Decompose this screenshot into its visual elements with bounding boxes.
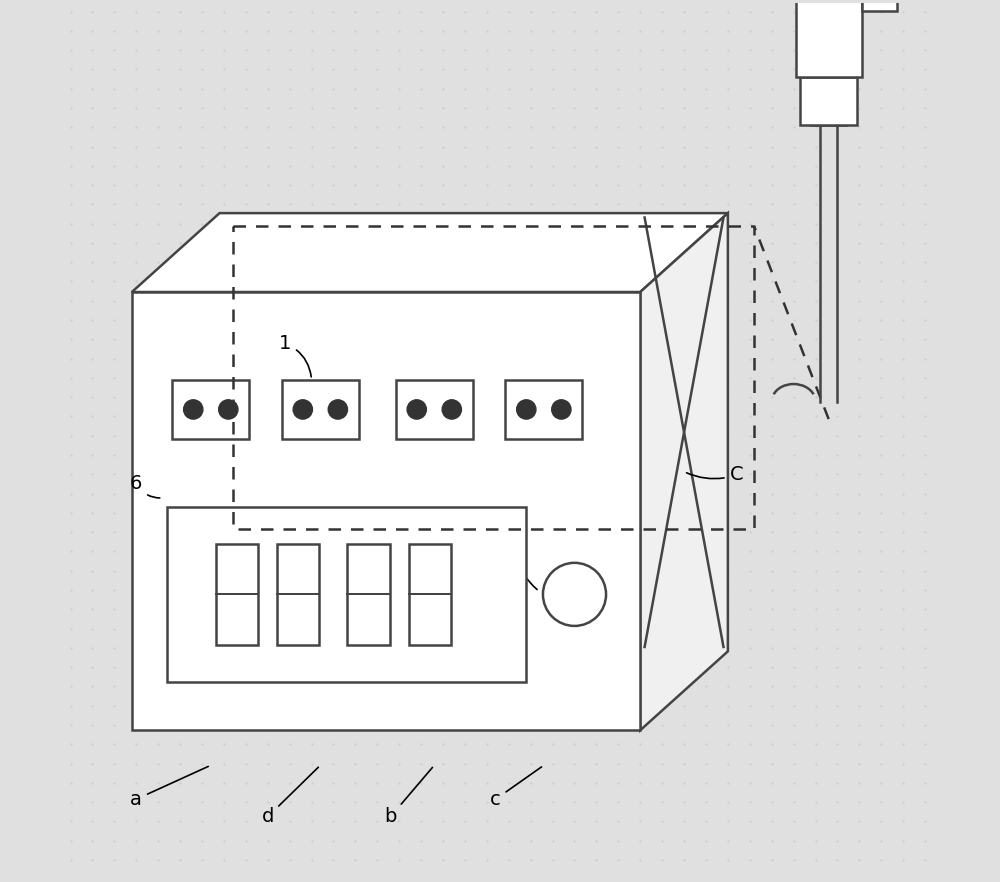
Bar	[505, 379, 582, 439]
Bar	[347, 544, 390, 645]
Polygon shape	[640, 213, 728, 730]
Bar	[216, 544, 258, 645]
Text: b: b	[384, 767, 432, 826]
Text: c: c	[490, 766, 542, 809]
Text: a: a	[130, 766, 208, 809]
Circle shape	[407, 400, 426, 419]
Circle shape	[293, 400, 312, 419]
Text: 1: 1	[279, 334, 311, 377]
Bar	[862, 0, 897, 11]
Bar	[277, 544, 319, 645]
Bar	[282, 379, 359, 439]
Text: 7: 7	[514, 553, 554, 607]
Bar	[167, 507, 526, 682]
Polygon shape	[132, 213, 728, 292]
Circle shape	[442, 400, 461, 419]
Text: C: C	[687, 466, 743, 484]
Circle shape	[184, 400, 203, 419]
Bar	[800, 78, 857, 125]
Text: 6: 6	[130, 475, 160, 498]
Bar	[811, 103, 846, 125]
Circle shape	[328, 400, 347, 419]
Bar	[796, 0, 862, 78]
Text: d: d	[262, 767, 318, 826]
Circle shape	[219, 400, 238, 419]
Bar	[409, 544, 451, 645]
Bar	[172, 379, 249, 439]
Circle shape	[517, 400, 536, 419]
Circle shape	[552, 400, 571, 419]
Bar	[132, 292, 640, 730]
Bar	[396, 379, 473, 439]
Circle shape	[543, 563, 606, 626]
